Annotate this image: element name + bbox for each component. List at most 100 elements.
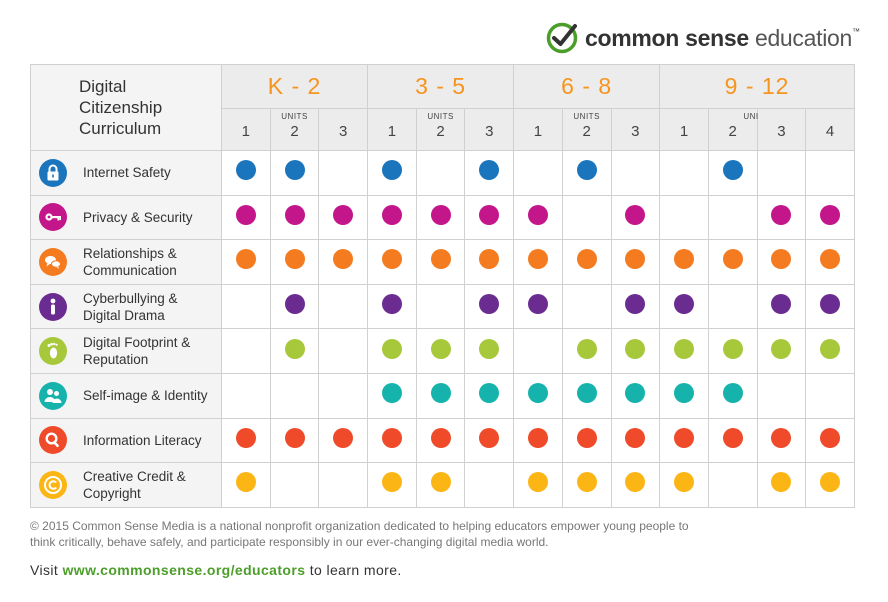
unit-cell: [610, 328, 661, 374]
unit-number: 2: [290, 123, 299, 140]
coverage-dot: [527, 472, 548, 493]
coverage-dot: [674, 383, 695, 404]
unit-header: 1: [659, 108, 709, 151]
coverage-dot: [820, 427, 841, 448]
coverage-dot: [235, 472, 256, 493]
unit-cell: [318, 239, 369, 285]
unit-cell: [464, 372, 515, 419]
unit-cell: [221, 194, 271, 241]
checkmark-circle-icon: [546, 22, 578, 54]
coverage-dot: [381, 160, 402, 181]
unit-cell: [610, 372, 661, 419]
coverage-dot: [430, 383, 451, 404]
coverage-dot: [625, 383, 646, 404]
unit-cell: [269, 328, 320, 374]
speech-bubbles-icon: [39, 247, 67, 276]
coverage-dot: [284, 294, 305, 315]
unit-cell: [610, 239, 661, 285]
unit-cell: [318, 194, 369, 241]
coverage-dot: [625, 249, 646, 270]
topic-cell: Information Literacy: [30, 417, 222, 464]
coverage-dot: [722, 160, 743, 181]
unit-cell: [269, 417, 320, 464]
coverage-dot: [625, 427, 646, 448]
unit-cell: [659, 194, 709, 241]
unit-cell: [756, 462, 807, 508]
coverage-dot: [674, 249, 695, 270]
unit-cell: [318, 417, 369, 464]
unit-header: UNITS 2: [707, 108, 769, 151]
units-label: UNITS: [281, 112, 308, 121]
unit-cell: [659, 462, 709, 508]
unit-number: 2: [728, 123, 737, 140]
unit-cell: [367, 328, 417, 374]
topic-cell: Internet Safety: [30, 150, 222, 196]
unit-cell: [269, 194, 320, 241]
coverage-dot: [430, 472, 451, 493]
coverage-dot: [479, 338, 500, 359]
unit-cell: [221, 417, 271, 464]
unit-cell: [610, 417, 661, 464]
unit-cell: [561, 462, 612, 508]
coverage-dot: [527, 204, 548, 225]
unit-number: 3: [485, 123, 494, 140]
curriculum-title-line: Curriculum: [79, 119, 162, 138]
unit-header: 3: [464, 108, 515, 151]
topic-cell: Privacy & Security: [30, 194, 222, 241]
unit-cell: [756, 150, 807, 196]
unit-number: 2: [436, 123, 445, 140]
unit-cell: [415, 417, 466, 464]
unit-cell: [464, 417, 515, 464]
unit-cell: [513, 150, 563, 196]
unit-cell: [464, 283, 515, 330]
coverage-dot: [284, 249, 305, 270]
unit-cell: [659, 417, 709, 464]
unit-cell: [415, 283, 466, 330]
coverage-dot: [430, 249, 451, 270]
topic-label: Cyberbullying & Digital Drama: [83, 290, 178, 323]
unit-cell: [318, 150, 369, 196]
unit-cell: [805, 372, 855, 419]
coverage-dot: [381, 383, 402, 404]
coverage-dot: [576, 249, 597, 270]
unit-cell: [561, 239, 612, 285]
units-label: UNITS: [573, 112, 600, 121]
coverage-dot: [820, 249, 841, 270]
unit-header: UNITS 2: [269, 108, 320, 151]
magnifier-icon: [39, 426, 67, 455]
unit-cell: [756, 372, 807, 419]
unit-cell: [561, 283, 612, 330]
unit-cell: [707, 372, 758, 419]
coverage-dot: [333, 249, 354, 270]
people-icon: [39, 381, 67, 410]
coverage-dot: [430, 338, 451, 359]
coverage-dot: [722, 249, 743, 270]
grade-band-header: 6 - 8: [513, 64, 661, 109]
unit-number: 3: [631, 123, 640, 140]
coverage-dot: [430, 427, 451, 448]
coverage-dot: [771, 472, 792, 493]
unit-cell: [367, 372, 417, 419]
educators-link[interactable]: www.commonsense.org/educators: [62, 562, 306, 578]
topic-cell: Relationships & Communication: [30, 239, 222, 285]
coverage-dot: [771, 294, 792, 315]
key-icon: [39, 203, 67, 232]
coverage-dot: [576, 160, 597, 181]
unit-cell: [561, 417, 612, 464]
person-icon: [39, 292, 67, 321]
coverage-dot: [479, 383, 500, 404]
unit-cell: [707, 417, 758, 464]
unit-cell: [610, 283, 661, 330]
coverage-dot: [284, 160, 305, 181]
unit-cell: [805, 417, 855, 464]
coverage-dot: [625, 472, 646, 493]
coverage-dot: [722, 427, 743, 448]
topic-row: Self-image & Identity: [30, 372, 855, 419]
unit-cell: [269, 150, 320, 196]
coverage-dot: [381, 338, 402, 359]
unit-cell: [221, 283, 271, 330]
unit-cell: [367, 150, 417, 196]
unit-cell: [269, 462, 320, 508]
unit-cell: [805, 283, 855, 330]
